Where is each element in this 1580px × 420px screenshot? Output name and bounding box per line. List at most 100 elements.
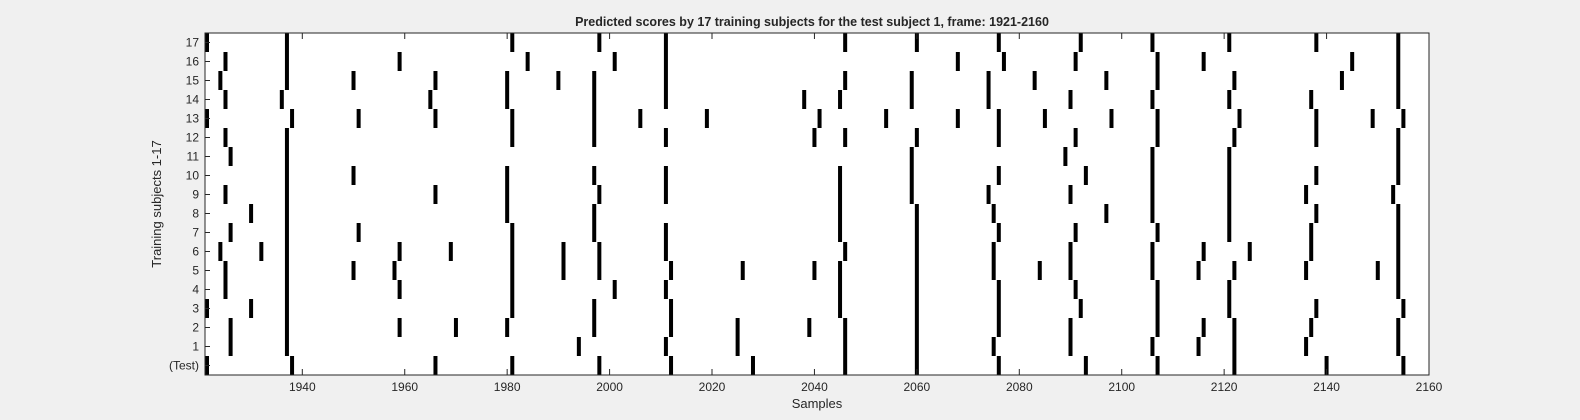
event-mark: [996, 356, 1001, 375]
event-mark: [843, 242, 848, 261]
event-mark: [663, 280, 668, 299]
event-mark: [1339, 71, 1344, 90]
event-mark: [1396, 52, 1401, 71]
event-mark: [1396, 128, 1401, 147]
event-mark: [1042, 109, 1047, 128]
event-mark: [228, 318, 233, 337]
y-tick-label: 4: [192, 283, 199, 297]
event-mark: [1150, 204, 1155, 223]
event-mark: [1078, 33, 1083, 52]
event-mark: [433, 71, 438, 90]
event-mark: [1401, 356, 1406, 375]
event-mark: [991, 337, 996, 356]
event-mark: [1068, 185, 1073, 204]
y-tick-label: 11: [187, 150, 200, 164]
event-mark: [505, 71, 510, 90]
event-mark: [525, 52, 530, 71]
event-mark: [228, 147, 233, 166]
event-mark: [843, 356, 848, 375]
event-mark: [1150, 90, 1155, 109]
event-mark: [1068, 90, 1073, 109]
event-mark: [1227, 33, 1232, 52]
event-mark: [592, 318, 597, 337]
event-mark: [1068, 318, 1073, 337]
event-mark: [1227, 185, 1232, 204]
event-mark: [1396, 337, 1401, 356]
y-tick-label: (Test): [169, 359, 199, 373]
event-mark: [259, 242, 264, 261]
event-mark: [663, 128, 668, 147]
event-mark: [279, 90, 284, 109]
event-mark: [802, 90, 807, 109]
event-mark: [838, 223, 843, 242]
event-mark: [1037, 261, 1042, 280]
event-mark: [592, 223, 597, 242]
event-mark: [1227, 280, 1232, 299]
event-mark: [505, 204, 510, 223]
event-mark: [1150, 185, 1155, 204]
event-mark: [1155, 299, 1160, 318]
event-mark: [1150, 166, 1155, 185]
event-mark: [561, 242, 566, 261]
x-axis-ticks: 1940 1960 1980 2000 2020 2040 2060 2080 2100 2120…: [289, 33, 1443, 394]
event-mark: [592, 90, 597, 109]
event-mark: [1073, 280, 1078, 299]
event-mark: [1155, 223, 1160, 242]
event-mark: [284, 223, 289, 242]
event-mark: [838, 90, 843, 109]
event-mark: [838, 204, 843, 223]
x-axis-label: Samples: [792, 396, 843, 411]
event-mark: [556, 71, 561, 90]
event-mark: [909, 90, 914, 109]
event-mark: [561, 261, 566, 280]
event-mark: [996, 109, 1001, 128]
y-tick-label: 9: [192, 188, 199, 202]
event-mark: [838, 280, 843, 299]
event-mark: [284, 318, 289, 337]
event-mark: [612, 52, 617, 71]
event-mark: [914, 318, 919, 337]
event-mark: [1001, 52, 1006, 71]
event-mark: [1227, 147, 1232, 166]
event-mark: [1032, 71, 1037, 90]
event-mark: [991, 261, 996, 280]
event-mark: [735, 337, 740, 356]
event-mark: [1237, 109, 1242, 128]
event-mark: [228, 337, 233, 356]
event-mark: [505, 185, 510, 204]
event-mark: [592, 166, 597, 185]
y-tick-label: 2: [192, 321, 199, 335]
y-tick-label: 16: [186, 55, 200, 69]
event-mark: [914, 204, 919, 223]
event-mark: [223, 280, 228, 299]
event-mark: [1309, 318, 1314, 337]
y-tick-label: 6: [192, 245, 199, 259]
event-mark: [807, 318, 812, 337]
event-mark: [750, 356, 755, 375]
event-mark: [817, 109, 822, 128]
event-mark: [249, 204, 254, 223]
event-mark: [914, 299, 919, 318]
event-mark: [284, 242, 289, 261]
event-mark: [597, 242, 602, 261]
event-mark: [1304, 185, 1309, 204]
event-mark: [1370, 109, 1375, 128]
y-tick-label: 8: [192, 207, 199, 221]
event-mark: [991, 204, 996, 223]
event-mark: [1350, 52, 1355, 71]
event-mark: [1396, 90, 1401, 109]
event-mark: [223, 52, 228, 71]
y-tick-label: 12: [186, 131, 200, 145]
event-mark: [1068, 242, 1073, 261]
event-mark: [914, 242, 919, 261]
event-mark: [351, 71, 356, 90]
event-mark: [1396, 280, 1401, 299]
event-mark: [663, 223, 668, 242]
event-mark: [1324, 356, 1329, 375]
event-mark: [838, 299, 843, 318]
y-tick-label: 17: [186, 36, 200, 50]
event-mark: [996, 128, 1001, 147]
event-mark: [1247, 242, 1252, 261]
event-mark: [996, 280, 1001, 299]
event-mark: [663, 71, 668, 90]
